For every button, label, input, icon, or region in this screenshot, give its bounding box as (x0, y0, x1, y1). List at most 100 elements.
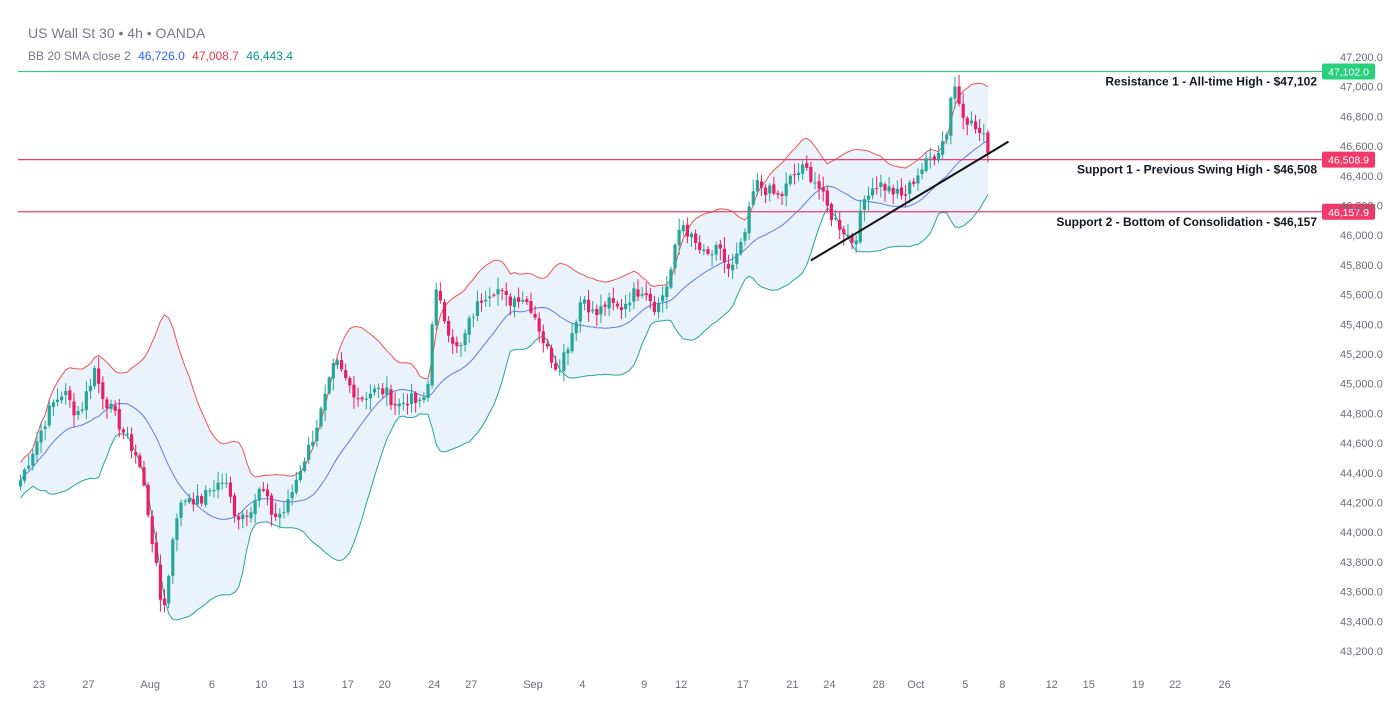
candle-body (294, 479, 298, 493)
candle-body (743, 232, 747, 241)
candle-body (88, 385, 93, 392)
candle-body (224, 482, 228, 484)
candle-body (500, 290, 504, 292)
y-axis-tick-label: 46,200.0 (1340, 201, 1383, 213)
candle-body (319, 408, 323, 427)
level-annotation: Support 1 - Previous Swing High - $46,50… (1077, 163, 1317, 177)
y-axis-tick-label: 43,600.0 (1340, 587, 1383, 599)
candle-body (619, 307, 624, 311)
candle-body (372, 388, 377, 393)
x-axis-tick-label: 27 (465, 679, 477, 691)
candle-body (352, 384, 356, 398)
y-axis-tick-label: 45,000.0 (1340, 379, 1383, 391)
candle-body (615, 303, 619, 307)
y-axis-tick-label: 45,600.0 (1340, 290, 1383, 302)
price-tag (1322, 151, 1375, 168)
candle-body (39, 430, 43, 443)
x-axis-tick-label: 24 (823, 679, 835, 691)
candle-body (335, 360, 340, 365)
candle-body (595, 308, 599, 316)
candle-body (636, 289, 640, 297)
x-axis-tick-label: 4 (579, 679, 585, 691)
bollinger-lower-band (20, 194, 989, 621)
candle-body (232, 495, 237, 517)
candle-body (661, 295, 665, 302)
candle-body (200, 496, 204, 504)
candle-body (549, 347, 554, 363)
candle-body (846, 234, 850, 236)
candle-body (936, 153, 941, 161)
candle-body (311, 441, 315, 446)
candle-body (162, 598, 167, 606)
price-tag-label: 47,102.0 (1328, 67, 1369, 79)
candle-body (706, 249, 710, 254)
candle-body (866, 195, 871, 200)
candle-body (237, 516, 241, 520)
candle-body (76, 410, 80, 415)
indicator-lower-value: 46,443.4 (246, 49, 293, 63)
candle-body (18, 480, 23, 487)
level-annotation: Support 2 - Bottom of Consolidation - $4… (1056, 215, 1317, 229)
candle-body (241, 514, 245, 520)
candle-body (665, 286, 669, 298)
candle-body (529, 301, 533, 313)
candle-body (274, 513, 278, 517)
candle-body (298, 471, 303, 480)
candle-body (35, 441, 39, 455)
candle-body (438, 290, 442, 301)
candle-body (932, 156, 936, 160)
candle-body (447, 320, 451, 336)
candle-body (179, 502, 183, 518)
candle-body (945, 134, 949, 140)
y-axis-tick-label: 44,800.0 (1340, 408, 1383, 420)
candle-body (570, 333, 574, 352)
candle-body (792, 174, 797, 176)
candle-body (327, 377, 331, 394)
candle-body (941, 141, 945, 155)
candle-body (84, 391, 88, 410)
candle-body (969, 120, 974, 124)
candle-body (344, 370, 348, 379)
candle-body (640, 294, 644, 296)
candle-body (55, 399, 60, 402)
candle-body (364, 398, 368, 400)
candle-body (150, 516, 154, 545)
candle-body (726, 263, 731, 269)
candle-body (891, 188, 895, 195)
candle-body (632, 288, 636, 302)
candle-body (603, 304, 607, 307)
candle-body (751, 191, 755, 205)
candle-body (533, 313, 537, 318)
candle-body (928, 157, 932, 159)
candle-body (825, 190, 829, 206)
candle-body (51, 402, 56, 407)
candle-body (875, 188, 879, 190)
candle-body (307, 444, 311, 460)
x-axis-tick-label: 6 (209, 679, 215, 691)
candle-body (669, 269, 673, 288)
indicator-legend: BB 20 SMA close 2 46,726.0 47,008.7 46,4… (28, 48, 293, 64)
candle-body (656, 303, 661, 313)
candle-body (245, 515, 249, 517)
candle-body (146, 484, 150, 516)
indicator-basis-value: 46,726.0 (138, 49, 185, 63)
candle-body (694, 233, 698, 243)
candle-body (414, 392, 418, 403)
y-axis-tick-label: 44,200.0 (1340, 498, 1383, 510)
candle-body (842, 229, 846, 235)
candle-body (80, 409, 84, 411)
candle-body (516, 297, 521, 302)
candle-body (265, 489, 270, 497)
candle-body (714, 245, 718, 255)
candle-body (68, 390, 72, 401)
candle-body (652, 301, 657, 313)
candle-body (183, 500, 187, 502)
candle-body (191, 499, 195, 505)
candle-body (278, 513, 282, 518)
bollinger-upper-band (20, 82, 989, 478)
x-axis-tick-label: 15 (1083, 679, 1095, 691)
x-axis-tick-label: 23 (33, 679, 45, 691)
y-axis-tick-label: 46,800.0 (1340, 111, 1383, 123)
candle-body (175, 518, 179, 540)
